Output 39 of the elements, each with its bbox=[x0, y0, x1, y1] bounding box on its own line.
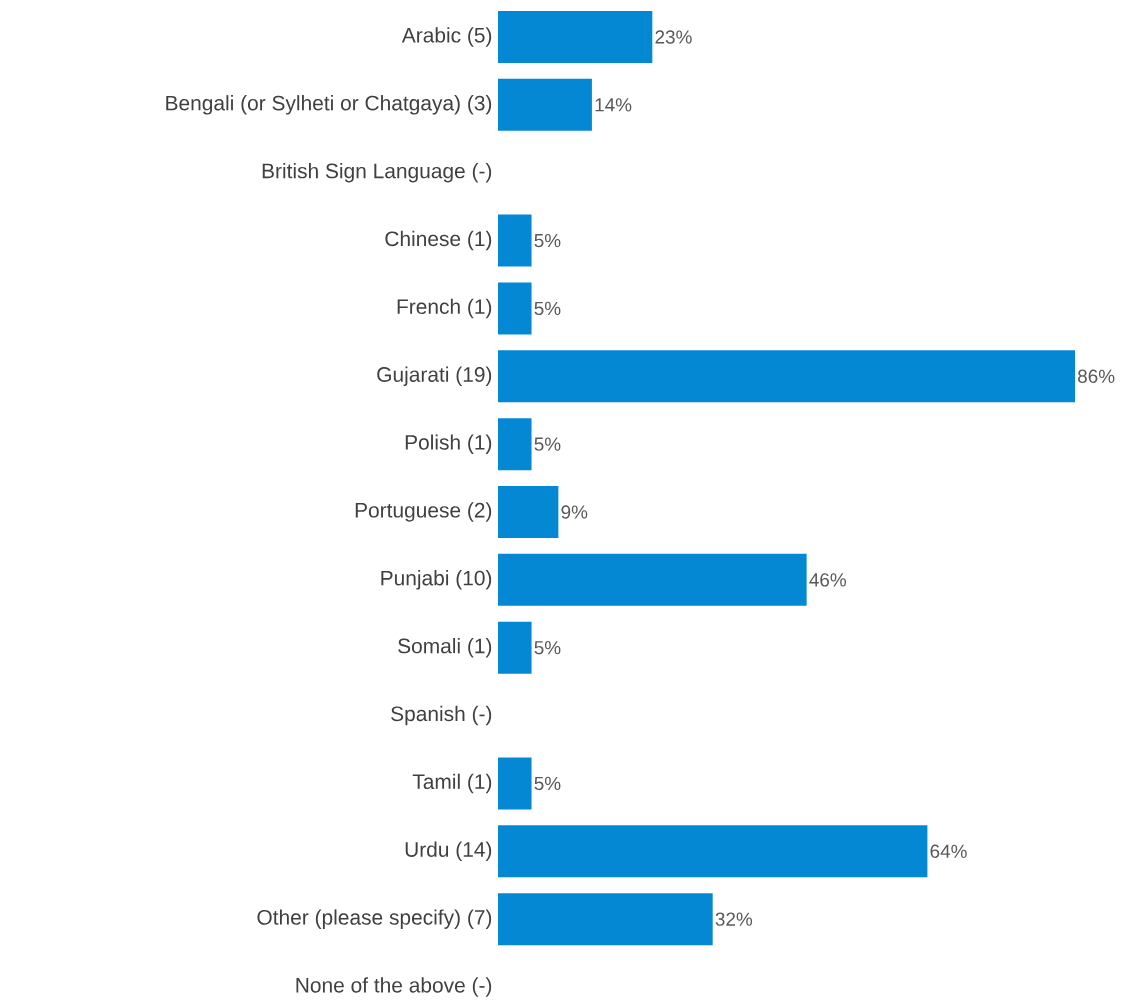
y-tick-label: Chinese (1) bbox=[385, 230, 492, 251]
bar bbox=[498, 486, 559, 539]
data-label: 14% bbox=[595, 98, 632, 112]
data-label: 64% bbox=[930, 844, 967, 858]
y-tick-label: French (1) bbox=[397, 298, 492, 319]
bar bbox=[498, 11, 653, 63]
y-tick-label: None of the above (-) bbox=[296, 977, 492, 997]
bar bbox=[498, 282, 532, 335]
y-tick-label: British Sign Language (-) bbox=[262, 162, 492, 183]
data-label: 23% bbox=[655, 30, 692, 44]
y-tick-label: Portuguese (2) bbox=[355, 502, 492, 522]
data-label: 9% bbox=[561, 505, 588, 519]
y-tick-label: Tamil (1) bbox=[412, 773, 492, 794]
bar bbox=[498, 214, 532, 267]
bar bbox=[498, 553, 807, 606]
y-tick-label: Punjabi (10) bbox=[381, 570, 492, 590]
data-label: 5% bbox=[534, 233, 561, 248]
data-label: 46% bbox=[809, 573, 847, 587]
y-tick-label: Urdu (14) bbox=[405, 841, 492, 862]
bar bbox=[498, 78, 592, 131]
bar bbox=[498, 825, 928, 878]
y-tick-label: Gujarati (19) bbox=[377, 366, 492, 387]
y-tick-label: Somali (1) bbox=[398, 637, 492, 658]
y-tick-label: Arabic (5) bbox=[401, 27, 492, 47]
data-label: 5% bbox=[534, 776, 561, 791]
y-tick-label: Polish (1) bbox=[405, 434, 492, 454]
y-tick-label: Bengali (or Sylheti or Chatgaya) (3) bbox=[166, 95, 492, 115]
y-tick-label: Spanish (-) bbox=[391, 705, 492, 726]
y-tick-label: Other (please specify) (7) bbox=[257, 909, 492, 929]
data-label: 5% bbox=[534, 641, 561, 655]
bar bbox=[498, 893, 713, 946]
data-label: 32% bbox=[715, 912, 753, 926]
data-label: 5% bbox=[534, 301, 561, 316]
bar bbox=[498, 621, 532, 674]
bar bbox=[498, 757, 532, 810]
bar bbox=[498, 350, 1075, 403]
bar bbox=[498, 418, 532, 471]
data-label: 5% bbox=[534, 437, 561, 451]
data-label: 86% bbox=[1078, 369, 1115, 383]
